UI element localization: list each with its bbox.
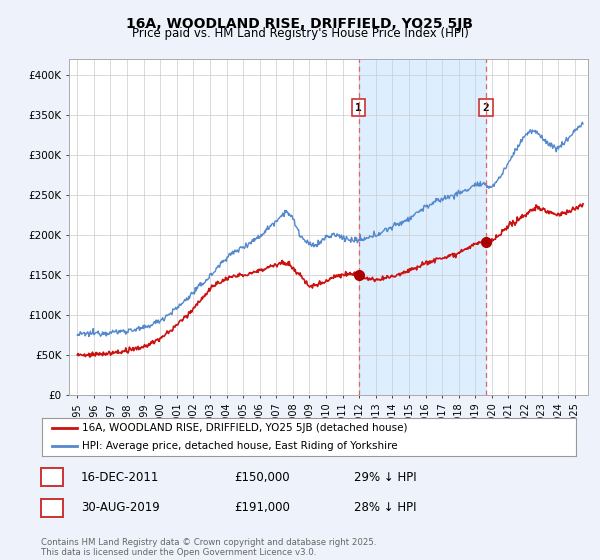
Text: HPI: Average price, detached house, East Riding of Yorkshire: HPI: Average price, detached house, East… bbox=[82, 441, 398, 451]
Text: Contains HM Land Registry data © Crown copyright and database right 2025.
This d: Contains HM Land Registry data © Crown c… bbox=[41, 538, 376, 557]
Bar bbox=[359, 59, 486, 395]
Text: £150,000: £150,000 bbox=[234, 470, 290, 484]
Text: 16-DEC-2011: 16-DEC-2011 bbox=[81, 470, 160, 484]
Text: 16A, WOODLAND RISE, DRIFFIELD, YO25 5JB (detached house): 16A, WOODLAND RISE, DRIFFIELD, YO25 5JB … bbox=[82, 423, 407, 433]
Text: 1: 1 bbox=[49, 470, 55, 484]
Text: 2: 2 bbox=[483, 102, 490, 113]
Text: Price paid vs. HM Land Registry's House Price Index (HPI): Price paid vs. HM Land Registry's House … bbox=[131, 27, 469, 40]
Text: 30-AUG-2019: 30-AUG-2019 bbox=[81, 501, 160, 515]
Text: £191,000: £191,000 bbox=[234, 501, 290, 515]
Text: 1: 1 bbox=[355, 102, 362, 113]
Text: 28% ↓ HPI: 28% ↓ HPI bbox=[354, 501, 416, 515]
Text: 2: 2 bbox=[49, 501, 55, 515]
Text: 29% ↓ HPI: 29% ↓ HPI bbox=[354, 470, 416, 484]
Text: 16A, WOODLAND RISE, DRIFFIELD, YO25 5JB: 16A, WOODLAND RISE, DRIFFIELD, YO25 5JB bbox=[127, 17, 473, 31]
